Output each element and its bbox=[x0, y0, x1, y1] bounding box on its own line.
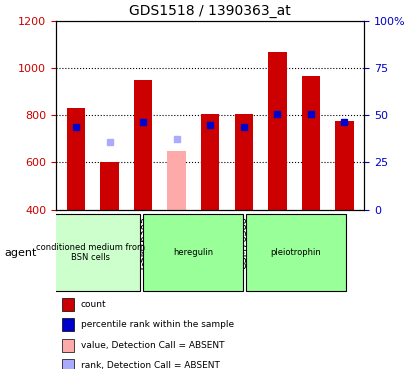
Text: agent: agent bbox=[5, 248, 37, 258]
Bar bbox=[167, 151, 185, 210]
Bar bbox=[62, 298, 74, 311]
Bar bbox=[267, 53, 286, 210]
Text: conditioned medium from
BSN cells: conditioned medium from BSN cells bbox=[36, 243, 144, 262]
Title: GDS1518 / 1390363_at: GDS1518 / 1390363_at bbox=[129, 4, 290, 18]
Bar bbox=[200, 114, 219, 210]
Bar bbox=[301, 76, 319, 210]
Bar bbox=[62, 339, 74, 352]
Text: value, Detection Call = ABSENT: value, Detection Call = ABSENT bbox=[81, 341, 224, 350]
Text: rank, Detection Call = ABSENT: rank, Detection Call = ABSENT bbox=[81, 362, 219, 370]
Bar bbox=[134, 80, 152, 210]
Bar bbox=[67, 108, 85, 210]
Bar bbox=[100, 162, 119, 210]
FancyBboxPatch shape bbox=[143, 214, 242, 291]
Bar bbox=[62, 318, 74, 332]
Text: percentile rank within the sample: percentile rank within the sample bbox=[81, 320, 233, 329]
FancyBboxPatch shape bbox=[246, 214, 345, 291]
Text: pleiotrophin: pleiotrophin bbox=[270, 248, 321, 257]
Text: count: count bbox=[81, 300, 106, 309]
FancyBboxPatch shape bbox=[40, 214, 139, 291]
Bar bbox=[334, 121, 353, 210]
Bar bbox=[62, 359, 74, 372]
Bar bbox=[234, 114, 252, 210]
Text: heregulin: heregulin bbox=[173, 248, 213, 257]
